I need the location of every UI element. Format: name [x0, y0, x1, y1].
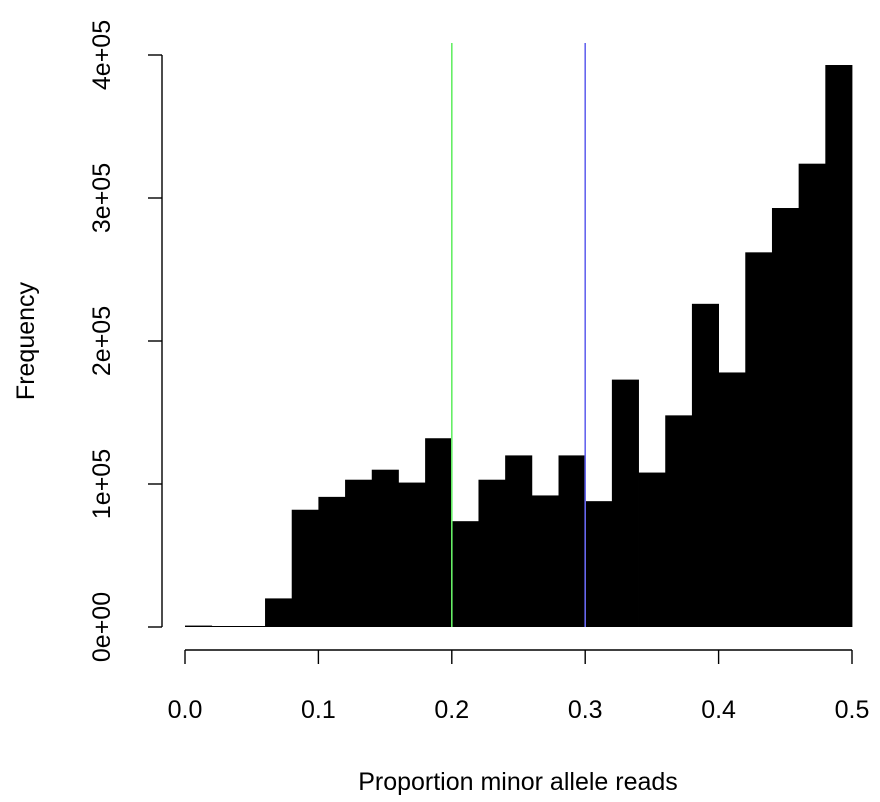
histogram-bar-13: [531, 495, 559, 627]
histogram-bar-15: [585, 501, 613, 627]
x-tick-label-3: 0.3: [568, 696, 603, 724]
y-tick-label-1: 1e+05: [88, 449, 116, 519]
y-tick-label-4: 4e+05: [88, 20, 116, 90]
x-tick-label-2: 0.2: [434, 696, 469, 724]
histogram-bar-8: [398, 482, 426, 627]
histogram-bar-9: [425, 438, 453, 627]
histogram-bars: [185, 65, 853, 627]
histogram-bar-0: [185, 625, 213, 627]
x-tick-label-5: 0.5: [835, 696, 870, 724]
histogram-bar-16: [611, 379, 639, 627]
y-tick-label-2: 2e+05: [88, 306, 116, 376]
histogram-bar-6: [345, 479, 373, 627]
y-tick-label-0: 0e+00: [88, 592, 116, 662]
histogram-bar-11: [478, 479, 506, 627]
x-axis: 0.0 0.1 0.2 0.3 0.4 0.5: [168, 649, 870, 724]
histogram-bar-7: [371, 469, 399, 627]
histogram-bar-3: [265, 598, 293, 627]
histogram-bar-17: [638, 472, 666, 627]
histogram-bar-24: [825, 65, 853, 627]
x-axis-title: Proportion minor allele reads: [358, 768, 678, 796]
x-tick-label-4: 0.4: [701, 696, 736, 724]
histogram-bar-22: [771, 208, 800, 627]
histogram-bar-5: [318, 496, 346, 627]
histogram-bar-19: [691, 303, 719, 627]
histogram-bar-2: [238, 626, 266, 627]
x-tick-label-1: 0.1: [301, 696, 336, 724]
histogram-bar-20: [718, 372, 746, 627]
histogram-bar-18: [665, 415, 693, 627]
y-axis: 0e+00 1e+05 2e+05 3e+05 4e+05: [88, 20, 163, 662]
reference-lines: [450, 43, 587, 627]
histogram-bar-12: [505, 455, 533, 627]
histogram-bar-23: [798, 163, 826, 627]
y-tick-label-3: 3e+05: [88, 163, 116, 233]
x-tick-label-0: 0.0: [168, 696, 203, 724]
histogram-bar-10: [451, 521, 479, 627]
histogram-bar-1: [211, 626, 239, 627]
histogram-bar-4: [291, 509, 319, 627]
histogram-bar-14: [558, 455, 586, 627]
y-axis-title: Frequency: [12, 281, 40, 400]
histogram-bar-21: [745, 252, 773, 627]
